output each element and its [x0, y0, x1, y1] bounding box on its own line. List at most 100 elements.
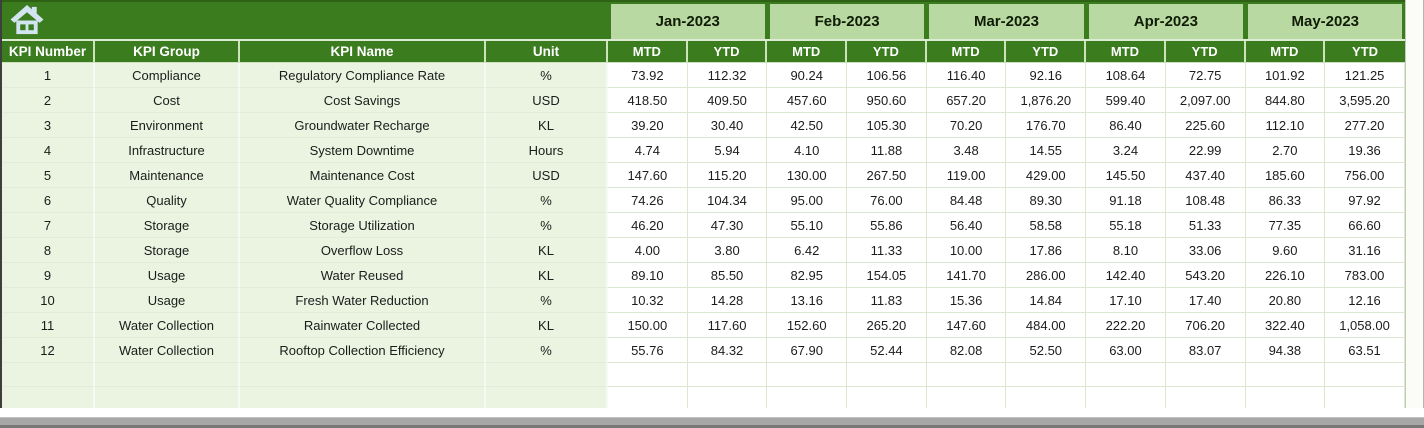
value-cell[interactable]: 63.51	[1325, 338, 1405, 363]
value-cell[interactable]: 82.08	[926, 338, 1007, 363]
kpi-group-cell[interactable]: Storage	[95, 238, 240, 263]
value-cell[interactable]: 147.60	[926, 313, 1007, 338]
kpi-name-cell[interactable]: Rainwater Collected	[240, 313, 486, 338]
value-cell[interactable]	[608, 387, 688, 409]
kpi-name-cell[interactable]: Cost Savings	[240, 88, 486, 113]
value-cell[interactable]: 14.28	[687, 288, 768, 313]
value-cell[interactable]: 950.60	[847, 88, 927, 113]
kpi-group-cell[interactable]: Environment	[95, 113, 240, 138]
value-cell[interactable]: 142.40	[1086, 263, 1166, 288]
header-kpi-number[interactable]: KPI Number	[2, 41, 95, 62]
value-cell[interactable]: 12.16	[1325, 288, 1405, 313]
value-cell[interactable]: 117.60	[687, 313, 768, 338]
kpi-group-cell[interactable]: Cost	[95, 88, 240, 113]
value-cell[interactable]: 154.05	[847, 263, 927, 288]
value-cell[interactable]	[1165, 363, 1246, 387]
unit-cell[interactable]: %	[486, 288, 608, 313]
subheader-ytd[interactable]: YTD	[1352, 44, 1379, 59]
value-cell[interactable]: 82.95	[767, 263, 848, 288]
unit-cell[interactable]: USD	[486, 88, 608, 113]
value-cell[interactable]: 31.16	[1325, 238, 1405, 263]
value-cell[interactable]	[767, 387, 848, 409]
value-cell[interactable]: 52.50	[1006, 338, 1087, 363]
value-cell[interactable]: 9.60	[1245, 238, 1326, 263]
value-cell[interactable]: 104.34	[687, 188, 768, 213]
value-cell[interactable]: 19.36	[1325, 138, 1405, 163]
value-cell[interactable]	[926, 387, 1007, 409]
value-cell[interactable]: 3.48	[926, 138, 1007, 163]
value-cell[interactable]: 119.00	[926, 163, 1007, 188]
value-cell[interactable]: 3,595.20	[1325, 88, 1405, 113]
subheader-mtd[interactable]: MTD	[608, 41, 688, 62]
month-header-feb-2023[interactable]: Feb-2023	[769, 4, 925, 39]
value-cell[interactable]	[687, 363, 768, 387]
subheader-mtd[interactable]: MTD	[1086, 41, 1166, 62]
value-cell[interactable]: 277.20	[1325, 113, 1405, 138]
value-cell[interactable]: 17.86	[1006, 238, 1087, 263]
home-button[interactable]	[9, 4, 45, 37]
kpi-name-cell[interactable]: System Downtime	[240, 138, 486, 163]
month-header-apr-2023[interactable]: Apr-2023	[1088, 4, 1244, 39]
value-cell[interactable]: 3.80	[687, 238, 768, 263]
value-cell[interactable]: 33.06	[1165, 238, 1246, 263]
value-cell[interactable]: 17.10	[1086, 288, 1166, 313]
kpi-number-cell[interactable]: 1	[2, 63, 95, 88]
value-cell[interactable]: 105.30	[847, 113, 927, 138]
value-cell[interactable]: 844.80	[1245, 88, 1326, 113]
kpi-group-cell[interactable]: Water Collection	[95, 338, 240, 363]
value-cell[interactable]	[1006, 363, 1087, 387]
unit-cell[interactable]: Hours	[486, 138, 608, 163]
value-cell[interactable]: 112.32	[687, 63, 768, 88]
value-cell[interactable]: 56.40	[926, 213, 1007, 238]
value-cell[interactable]: 101.92	[1245, 63, 1326, 88]
value-cell[interactable]: 58.58	[1006, 213, 1087, 238]
unit-cell[interactable]: KL	[486, 238, 608, 263]
value-cell[interactable]: 89.30	[1006, 188, 1087, 213]
value-cell[interactable]: 429.00	[1006, 163, 1087, 188]
value-cell[interactable]	[1245, 363, 1326, 387]
kpi-number-cell[interactable]: 5	[2, 163, 95, 188]
value-cell[interactable]: 70.20	[926, 113, 1007, 138]
kpi-name-cell[interactable]: Water Reused	[240, 263, 486, 288]
value-cell[interactable]: 226.10	[1245, 263, 1326, 288]
value-cell[interactable]: 4.74	[608, 138, 688, 163]
value-cell[interactable]: 84.32	[687, 338, 768, 363]
value-cell[interactable]: 77.35	[1245, 213, 1326, 238]
value-cell[interactable]: 39.20	[608, 113, 688, 138]
value-cell[interactable]	[1086, 363, 1166, 387]
value-cell[interactable]: 86.33	[1245, 188, 1326, 213]
value-cell[interactable]: 185.60	[1245, 163, 1326, 188]
value-cell[interactable]	[608, 363, 688, 387]
unit-cell[interactable]: USD	[486, 163, 608, 188]
kpi-group-cell[interactable]: Quality	[95, 188, 240, 213]
value-cell[interactable]: 484.00	[1006, 313, 1087, 338]
value-cell[interactable]	[767, 363, 848, 387]
value-cell[interactable]: 17.40	[1165, 288, 1246, 313]
value-cell[interactable]	[1245, 387, 1326, 409]
value-cell[interactable]: 130.00	[767, 163, 848, 188]
kpi-number-cell[interactable]: 9	[2, 263, 95, 288]
value-cell[interactable]: 3.24	[1086, 138, 1166, 163]
value-cell[interactable]: 543.20	[1165, 263, 1246, 288]
value-cell[interactable]: 11.83	[847, 288, 927, 313]
value-cell[interactable]: 73.92	[608, 63, 688, 88]
kpi-group-cell[interactable]	[95, 387, 240, 409]
value-cell[interactable]: 92.16	[1006, 63, 1087, 88]
value-cell[interactable]: 90.24	[767, 63, 848, 88]
kpi-name-cell[interactable]: Overflow Loss	[240, 238, 486, 263]
value-cell[interactable]: 67.90	[767, 338, 848, 363]
header-unit[interactable]: Unit	[486, 41, 608, 62]
kpi-group-cell[interactable]: Infrastructure	[95, 138, 240, 163]
unit-cell[interactable]: %	[486, 63, 608, 88]
unit-cell[interactable]: %	[486, 338, 608, 363]
value-cell[interactable]: 437.40	[1165, 163, 1246, 188]
value-cell[interactable]: 85.50	[687, 263, 768, 288]
value-cell[interactable]	[687, 387, 768, 409]
value-cell[interactable]: 51.33	[1165, 213, 1246, 238]
kpi-number-cell[interactable]	[2, 363, 95, 387]
value-cell[interactable]: 5.94	[687, 138, 768, 163]
value-cell[interactable]: 141.70	[926, 263, 1007, 288]
value-cell[interactable]: 225.60	[1165, 113, 1246, 138]
value-cell[interactable]	[926, 363, 1007, 387]
kpi-number-cell[interactable]: 3	[2, 113, 95, 138]
